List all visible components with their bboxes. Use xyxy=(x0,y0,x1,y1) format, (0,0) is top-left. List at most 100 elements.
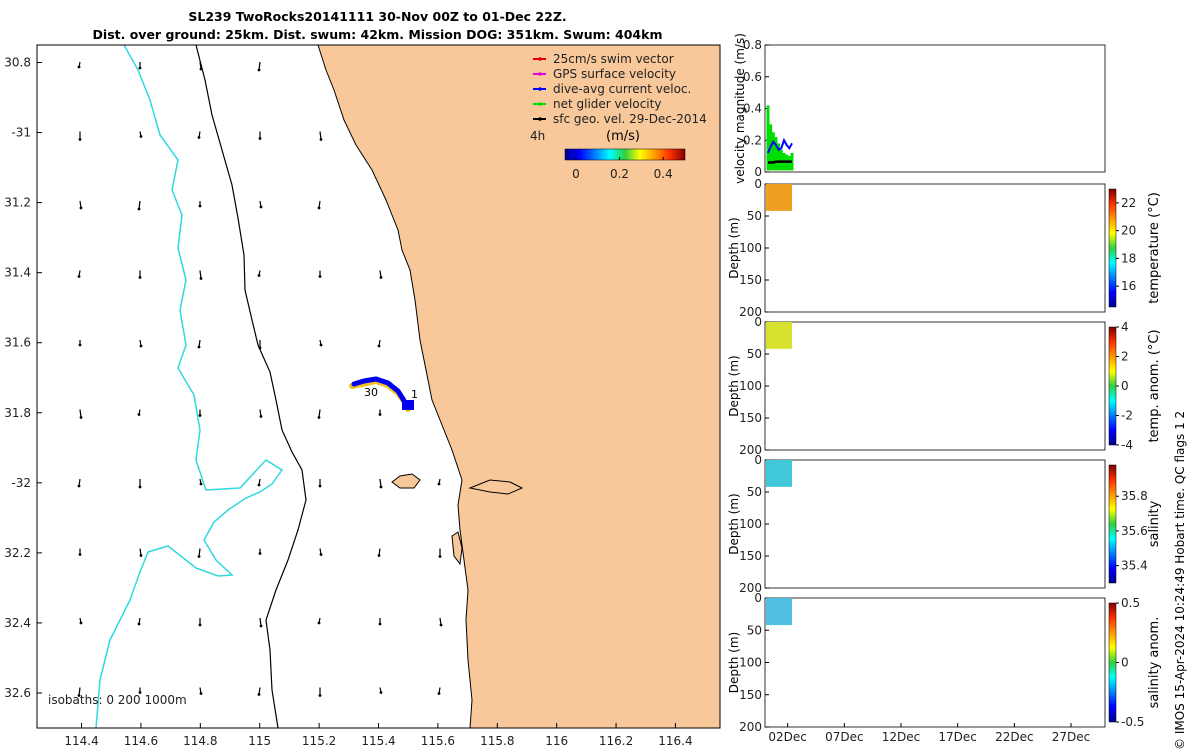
geostrophic-vector-head xyxy=(139,554,143,557)
track-label-end: 1 xyxy=(411,388,418,401)
map-xtick-label: 114.4 xyxy=(64,734,98,748)
geostrophic-vector-head xyxy=(377,344,381,348)
profile-panel-1-ytick-label: 150 xyxy=(739,273,762,287)
profile-panel-2-ytick-label: 100 xyxy=(739,379,762,393)
profile-panel-4-ytick-label: 200 xyxy=(739,720,762,734)
geostrophic-vector-head xyxy=(198,623,202,627)
map-xtick-label: 115 xyxy=(248,734,271,748)
legend-label: dive-avg current veloc. xyxy=(553,82,691,96)
profile-panel-4-ytick-label: 50 xyxy=(747,623,762,637)
geostrophic-velocity-line xyxy=(768,160,792,164)
map-xtick-label: 116.2 xyxy=(599,734,633,748)
geostrophic-vector-head xyxy=(197,136,201,139)
profile-panel-3-ytick-label: 50 xyxy=(747,485,762,499)
velocity-ytick-label: 0 xyxy=(754,165,762,179)
profile-panel-2-ytick-label: 150 xyxy=(739,411,762,425)
track-end-marker xyxy=(402,400,414,410)
legend-swatch-dot xyxy=(538,57,542,61)
time-tick-label: 27Dec xyxy=(1052,730,1091,744)
map-ytick-label: 32.2 xyxy=(4,546,31,560)
profile-panel-1-colorbar-tick-label: 22 xyxy=(1121,196,1136,210)
legend-label: 25cm/s swim vector xyxy=(553,52,674,66)
profile-panel-3-ytick-label: 100 xyxy=(739,517,762,531)
profile-panel-4-colorbar-tick-label: 0.5 xyxy=(1121,596,1140,610)
profile-panel-4-ytick-label: 100 xyxy=(739,656,762,670)
profile-panel-2-colorbar xyxy=(1108,326,1117,446)
map-ytick-label: 32.4 xyxy=(4,616,31,630)
map-colorbar-label: (m/s) xyxy=(606,129,640,144)
geostrophic-vector-head xyxy=(77,484,81,488)
isobaths-label: isobaths: 0 200 1000m xyxy=(48,693,187,707)
dive-avg-velocity-line xyxy=(767,137,793,154)
geostrophic-vector-head xyxy=(139,344,143,348)
coastline xyxy=(317,45,473,728)
profile-panel-2-colorbar-tick-label: 2 xyxy=(1121,350,1129,364)
profile-panel-2-ytick-label: 200 xyxy=(739,443,762,457)
isobath-200m xyxy=(195,45,307,728)
profile-panel-2-colorbar-tick-label: -2 xyxy=(1121,409,1133,423)
geostrophic-vector-head xyxy=(137,413,141,416)
geostrophic-vector-head xyxy=(379,276,383,279)
velocity-panel-frame xyxy=(764,44,1106,173)
track-label-start: 30 xyxy=(364,386,378,399)
map-xtick-label: 115.4 xyxy=(361,734,395,748)
profile-panel-2-ytick-label: 0 xyxy=(754,315,762,329)
map-xtick-label: 115.8 xyxy=(480,734,514,748)
geostrophic-vector-head xyxy=(79,206,83,210)
geostrophic-vector-head xyxy=(78,553,82,556)
geostrophic-vector-head xyxy=(257,274,261,277)
geostrophic-vector-head xyxy=(317,206,321,210)
profile-panel-2-ylabel: Depth (m) xyxy=(727,355,741,416)
profile-panel-3-ytick-label: 150 xyxy=(739,549,762,563)
geostrophic-vector-head xyxy=(138,691,142,694)
profile-panel-4-colorbar xyxy=(1108,602,1117,723)
geostrophic-vector-head xyxy=(79,416,83,419)
profile-panel-3-colorbar xyxy=(1108,464,1117,584)
map-ytick-label: 31.6 xyxy=(4,336,31,350)
map-ytick-label: 31.8 xyxy=(4,406,31,420)
map-ytick-label: 31.4 xyxy=(4,266,31,280)
geostrophic-vector-head xyxy=(199,692,203,695)
geostrophic-vector-head xyxy=(378,622,382,626)
velocity-ytick-label: 0.8 xyxy=(743,38,762,52)
current-vectors xyxy=(351,376,409,408)
time-tick-label: 12Dec xyxy=(882,730,921,744)
legend-swatch-dot xyxy=(538,87,542,91)
geostrophic-vector-head xyxy=(437,482,441,486)
profile-panel-1-data xyxy=(766,184,792,211)
profile-panel-2-colorbar-label: temp. anom. (°C) xyxy=(1147,329,1162,442)
rottnest-island xyxy=(391,473,421,489)
geostrophic-vector-head xyxy=(78,343,82,347)
time-tick-label: 02Dec xyxy=(768,730,807,744)
profile-panel-1-frame xyxy=(764,183,1106,313)
profile-panel-1-ytick-label: 100 xyxy=(739,241,762,255)
land-area xyxy=(318,45,720,728)
geostrophic-vector-head xyxy=(78,138,82,141)
legend-swatch-dot xyxy=(538,102,542,106)
profile-panel-1-colorbar-tick-label: 20 xyxy=(1121,224,1136,238)
profile-panel-1-ylabel: Depth (m) xyxy=(727,217,741,278)
map-xtick-label: 114.8 xyxy=(183,734,217,748)
profile-panel-2-colorbar-tick-label: 0 xyxy=(1121,379,1129,393)
map-ytick-label: 30.8 xyxy=(4,56,31,70)
profile-panel-1-colorbar-label: temperature (°C) xyxy=(1147,192,1162,304)
time-tick-label: 22Dec xyxy=(995,730,1034,744)
profile-panel-1-ytick-label: 50 xyxy=(747,209,762,223)
profile-panel-3-data xyxy=(766,460,792,487)
profile-panel-1-colorbar xyxy=(1108,188,1117,308)
geostrophic-vector-head xyxy=(318,275,322,278)
profile-panel-4-ytick-label: 0 xyxy=(754,591,762,605)
geostrophic-vector-head xyxy=(379,485,383,489)
profile-panel-1-ytick-label: 200 xyxy=(739,305,762,319)
geostrophic-vector-head xyxy=(199,482,203,486)
geostrophic-vector-head xyxy=(197,345,201,349)
geostrophic-vector-head xyxy=(257,693,261,696)
geostrophic-vector-head xyxy=(257,68,261,72)
time-tick-label: 07Dec xyxy=(825,730,864,744)
geostrophic-vector-head xyxy=(258,137,262,140)
geostrophic-vector-head xyxy=(137,622,141,626)
title-line-1: SL239 TwoRocks20141111 30-Nov 00Z to 01-… xyxy=(188,9,567,24)
profile-panel-3-frame xyxy=(764,459,1106,589)
garden-island xyxy=(451,531,463,566)
geostrophic-vector-head xyxy=(378,413,382,416)
